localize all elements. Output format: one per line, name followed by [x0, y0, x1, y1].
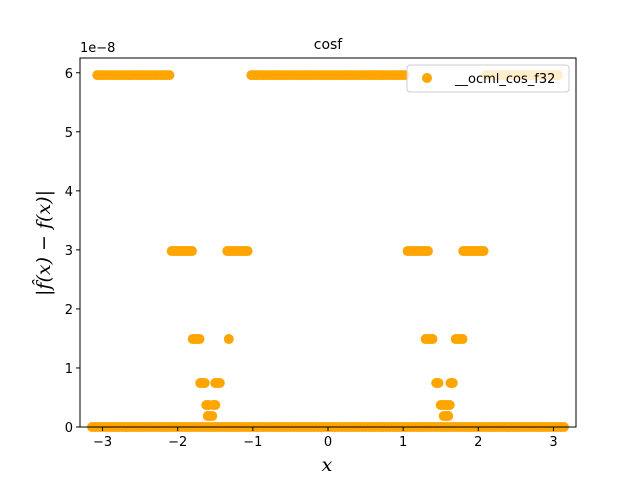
data-point	[207, 411, 218, 422]
x-axis: −3 −2 −1 0 1 2 3	[93, 427, 558, 450]
plot-frame	[79, 57, 577, 428]
y-tick-label: 2	[65, 303, 73, 318]
legend-label: __ocml_cos_f32	[454, 72, 555, 87]
y-tick-label: 1	[65, 362, 73, 377]
x-tick-label: 0	[324, 435, 332, 450]
legend: __ocml_cos_f32	[406, 64, 570, 93]
x-tick-label: −3	[93, 435, 112, 450]
y-tick-label: 5	[65, 126, 73, 141]
data-point	[199, 378, 210, 389]
data-point	[444, 399, 455, 410]
x-tick-label: 3	[549, 435, 557, 450]
legend-box	[406, 64, 570, 93]
data-point	[457, 334, 468, 345]
data-point	[194, 334, 205, 345]
x-tick-label: 1	[399, 435, 407, 450]
x-tick-label: −1	[243, 435, 262, 450]
y-axis-label: |f̂(x) − f(x)|	[32, 190, 55, 296]
data-point	[210, 399, 221, 410]
data-point	[427, 334, 438, 345]
y-tick-label: 3	[65, 244, 73, 259]
legend-marker	[422, 73, 432, 83]
x-axis-label: x	[322, 454, 333, 476]
x-tick-label: 2	[474, 435, 482, 450]
x-tick-label: −2	[168, 435, 187, 450]
y-offset-label: 1e−8	[80, 41, 115, 56]
plot-area	[87, 70, 569, 432]
data-point	[422, 246, 433, 257]
data-point	[186, 246, 197, 257]
y-tick-label: 6	[65, 67, 73, 82]
data-point	[164, 70, 175, 81]
y-tick-label: 4	[65, 185, 73, 200]
data-point	[433, 378, 444, 389]
data-point	[242, 246, 253, 257]
data-point	[214, 378, 225, 389]
data-point	[447, 378, 458, 389]
y-tick-label: 0	[65, 421, 73, 436]
data-point	[223, 334, 234, 345]
y-axis: 0 1 2 3 4 5 6	[65, 67, 80, 436]
data-point	[478, 246, 489, 257]
data-point	[443, 411, 454, 422]
chart-title: cosf	[314, 37, 344, 53]
